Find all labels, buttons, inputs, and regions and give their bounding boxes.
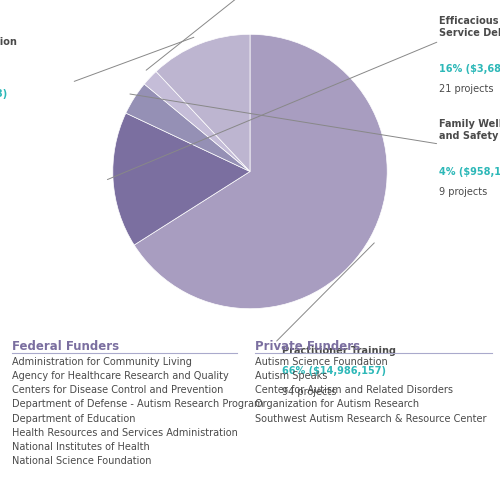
- Text: 21 projects: 21 projects: [440, 84, 494, 94]
- Text: Autism Science Foundation: Autism Science Foundation: [255, 357, 388, 367]
- Wedge shape: [113, 113, 250, 245]
- Wedge shape: [156, 34, 250, 172]
- Text: Health Resources and Services Administration: Health Resources and Services Administra…: [12, 428, 238, 438]
- Text: 16% ($3,683,791): 16% ($3,683,791): [440, 65, 500, 74]
- Text: Administration for Community Living: Administration for Community Living: [12, 357, 192, 367]
- Text: Efficacious and Cost-Effective
Service Delivery: Efficacious and Cost-Effective Service D…: [440, 16, 500, 38]
- Text: 94 projects: 94 projects: [282, 387, 336, 397]
- Text: 12% ($2,698,973): 12% ($2,698,973): [0, 89, 7, 99]
- Text: Federal Funders: Federal Funders: [12, 340, 119, 353]
- Text: Services Utilization
and Access: Services Utilization and Access: [0, 37, 16, 59]
- Wedge shape: [134, 34, 387, 309]
- Text: 66% ($14,986,157): 66% ($14,986,157): [282, 367, 386, 376]
- Text: 4% ($958,185): 4% ($958,185): [440, 168, 500, 177]
- Wedge shape: [144, 72, 250, 172]
- Text: Autism Speaks: Autism Speaks: [255, 371, 328, 381]
- Text: Agency for Healthcare Research and Quality: Agency for Healthcare Research and Quali…: [12, 371, 229, 381]
- Wedge shape: [126, 84, 250, 172]
- Text: Family Well-Being
and Safety: Family Well-Being and Safety: [440, 119, 500, 141]
- Text: Department of Defense - Autism Research Program: Department of Defense - Autism Research …: [12, 399, 264, 409]
- Text: Southwest Autism Research & Resource Center: Southwest Autism Research & Resource Cen…: [255, 414, 486, 423]
- Text: Practitioner Training: Practitioner Training: [282, 346, 396, 356]
- Text: Centers for Disease Control and Prevention: Centers for Disease Control and Preventi…: [12, 385, 224, 395]
- Text: 9 projects: 9 projects: [440, 187, 488, 196]
- Text: Private Funders: Private Funders: [255, 340, 360, 353]
- Text: National Institutes of Health: National Institutes of Health: [12, 442, 150, 452]
- Text: National Science Foundation: National Science Foundation: [12, 456, 151, 466]
- Text: Department of Education: Department of Education: [12, 414, 136, 423]
- Text: Center for Autism and Related Disorders: Center for Autism and Related Disorders: [255, 385, 453, 395]
- Text: Organization for Autism Research: Organization for Autism Research: [255, 399, 419, 409]
